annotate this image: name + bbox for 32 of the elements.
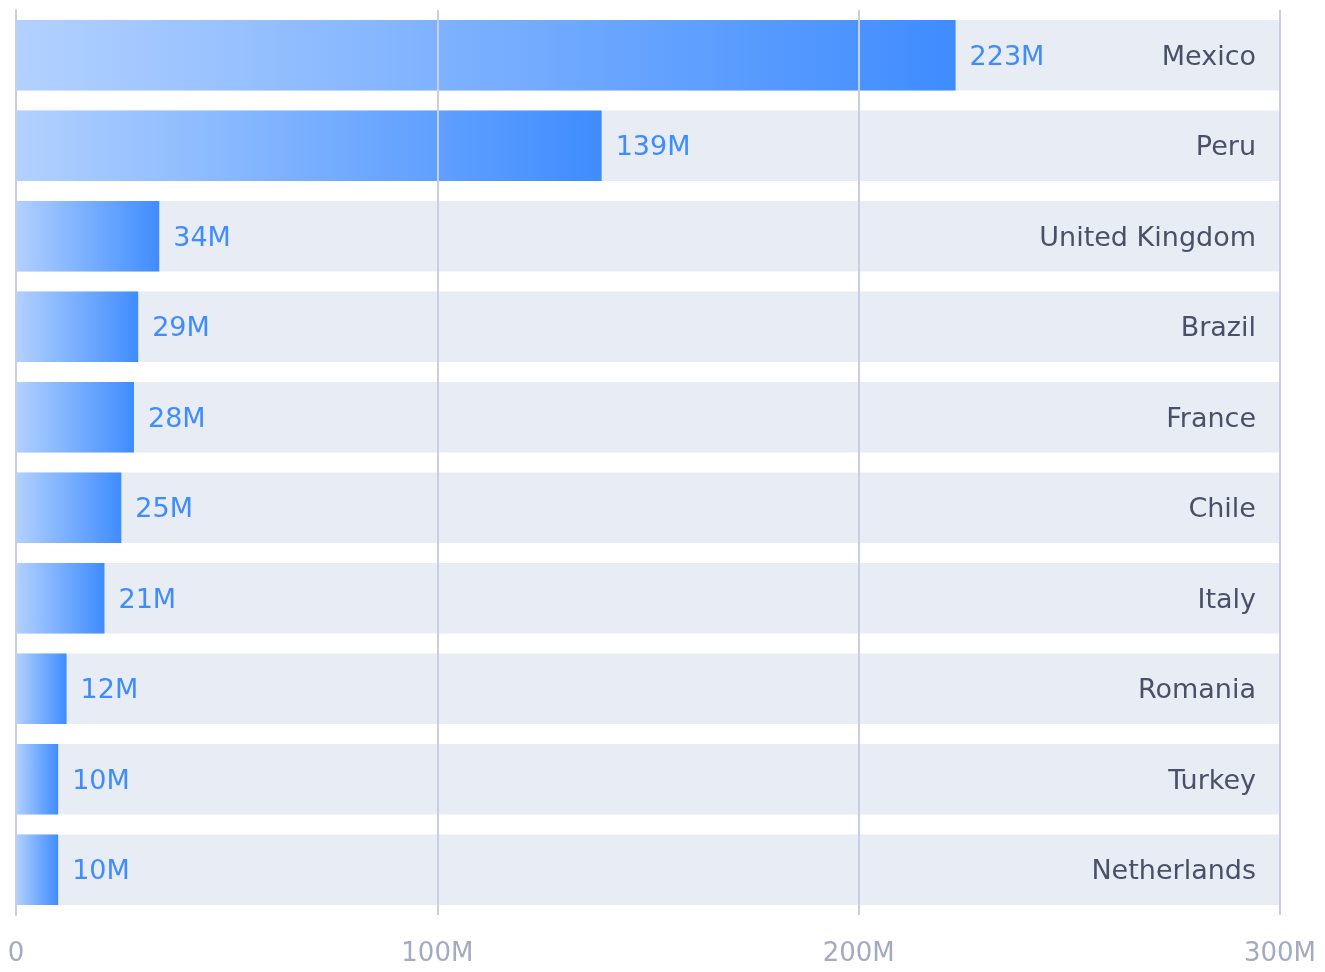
data-label: 29M	[152, 311, 210, 343]
data-label: 12M	[80, 673, 139, 705]
bar	[16, 472, 122, 544]
data-label: 28M	[147, 401, 206, 433]
bar	[16, 834, 59, 906]
bar	[16, 653, 67, 725]
bar	[16, 200, 160, 272]
x-tick-label: 300M	[1243, 937, 1317, 967]
y-tick-label: Netherlands	[1091, 854, 1256, 886]
x-tick-label: 0	[7, 937, 25, 967]
y-tick-label: France	[1166, 401, 1256, 433]
x-tick-label: 200M	[822, 937, 895, 967]
data-label: 10M	[72, 854, 130, 886]
bar	[16, 381, 134, 453]
bar	[16, 743, 59, 815]
y-tick-label: Peru	[1195, 130, 1256, 162]
y-tick-label: Turkey	[1167, 763, 1257, 795]
y-tick-label: Brazil	[1180, 311, 1256, 343]
bar	[16, 562, 105, 634]
y-tick-label: Chile	[1188, 492, 1256, 524]
data-label: 10M	[72, 763, 130, 795]
y-tick-label: Italy	[1197, 582, 1257, 614]
data-label: 21M	[118, 582, 177, 614]
data-label: 34M	[173, 220, 231, 252]
data-label: 223M	[969, 39, 1045, 71]
y-tick-label: Mexico	[1161, 39, 1256, 71]
bar	[16, 291, 139, 363]
x-tick-label: 100M	[401, 937, 474, 967]
y-tick-label: Romania	[1137, 673, 1256, 705]
data-label: 139M	[615, 130, 691, 162]
data-label: 25M	[135, 492, 193, 524]
y-tick-label: United Kingdom	[1039, 220, 1256, 252]
